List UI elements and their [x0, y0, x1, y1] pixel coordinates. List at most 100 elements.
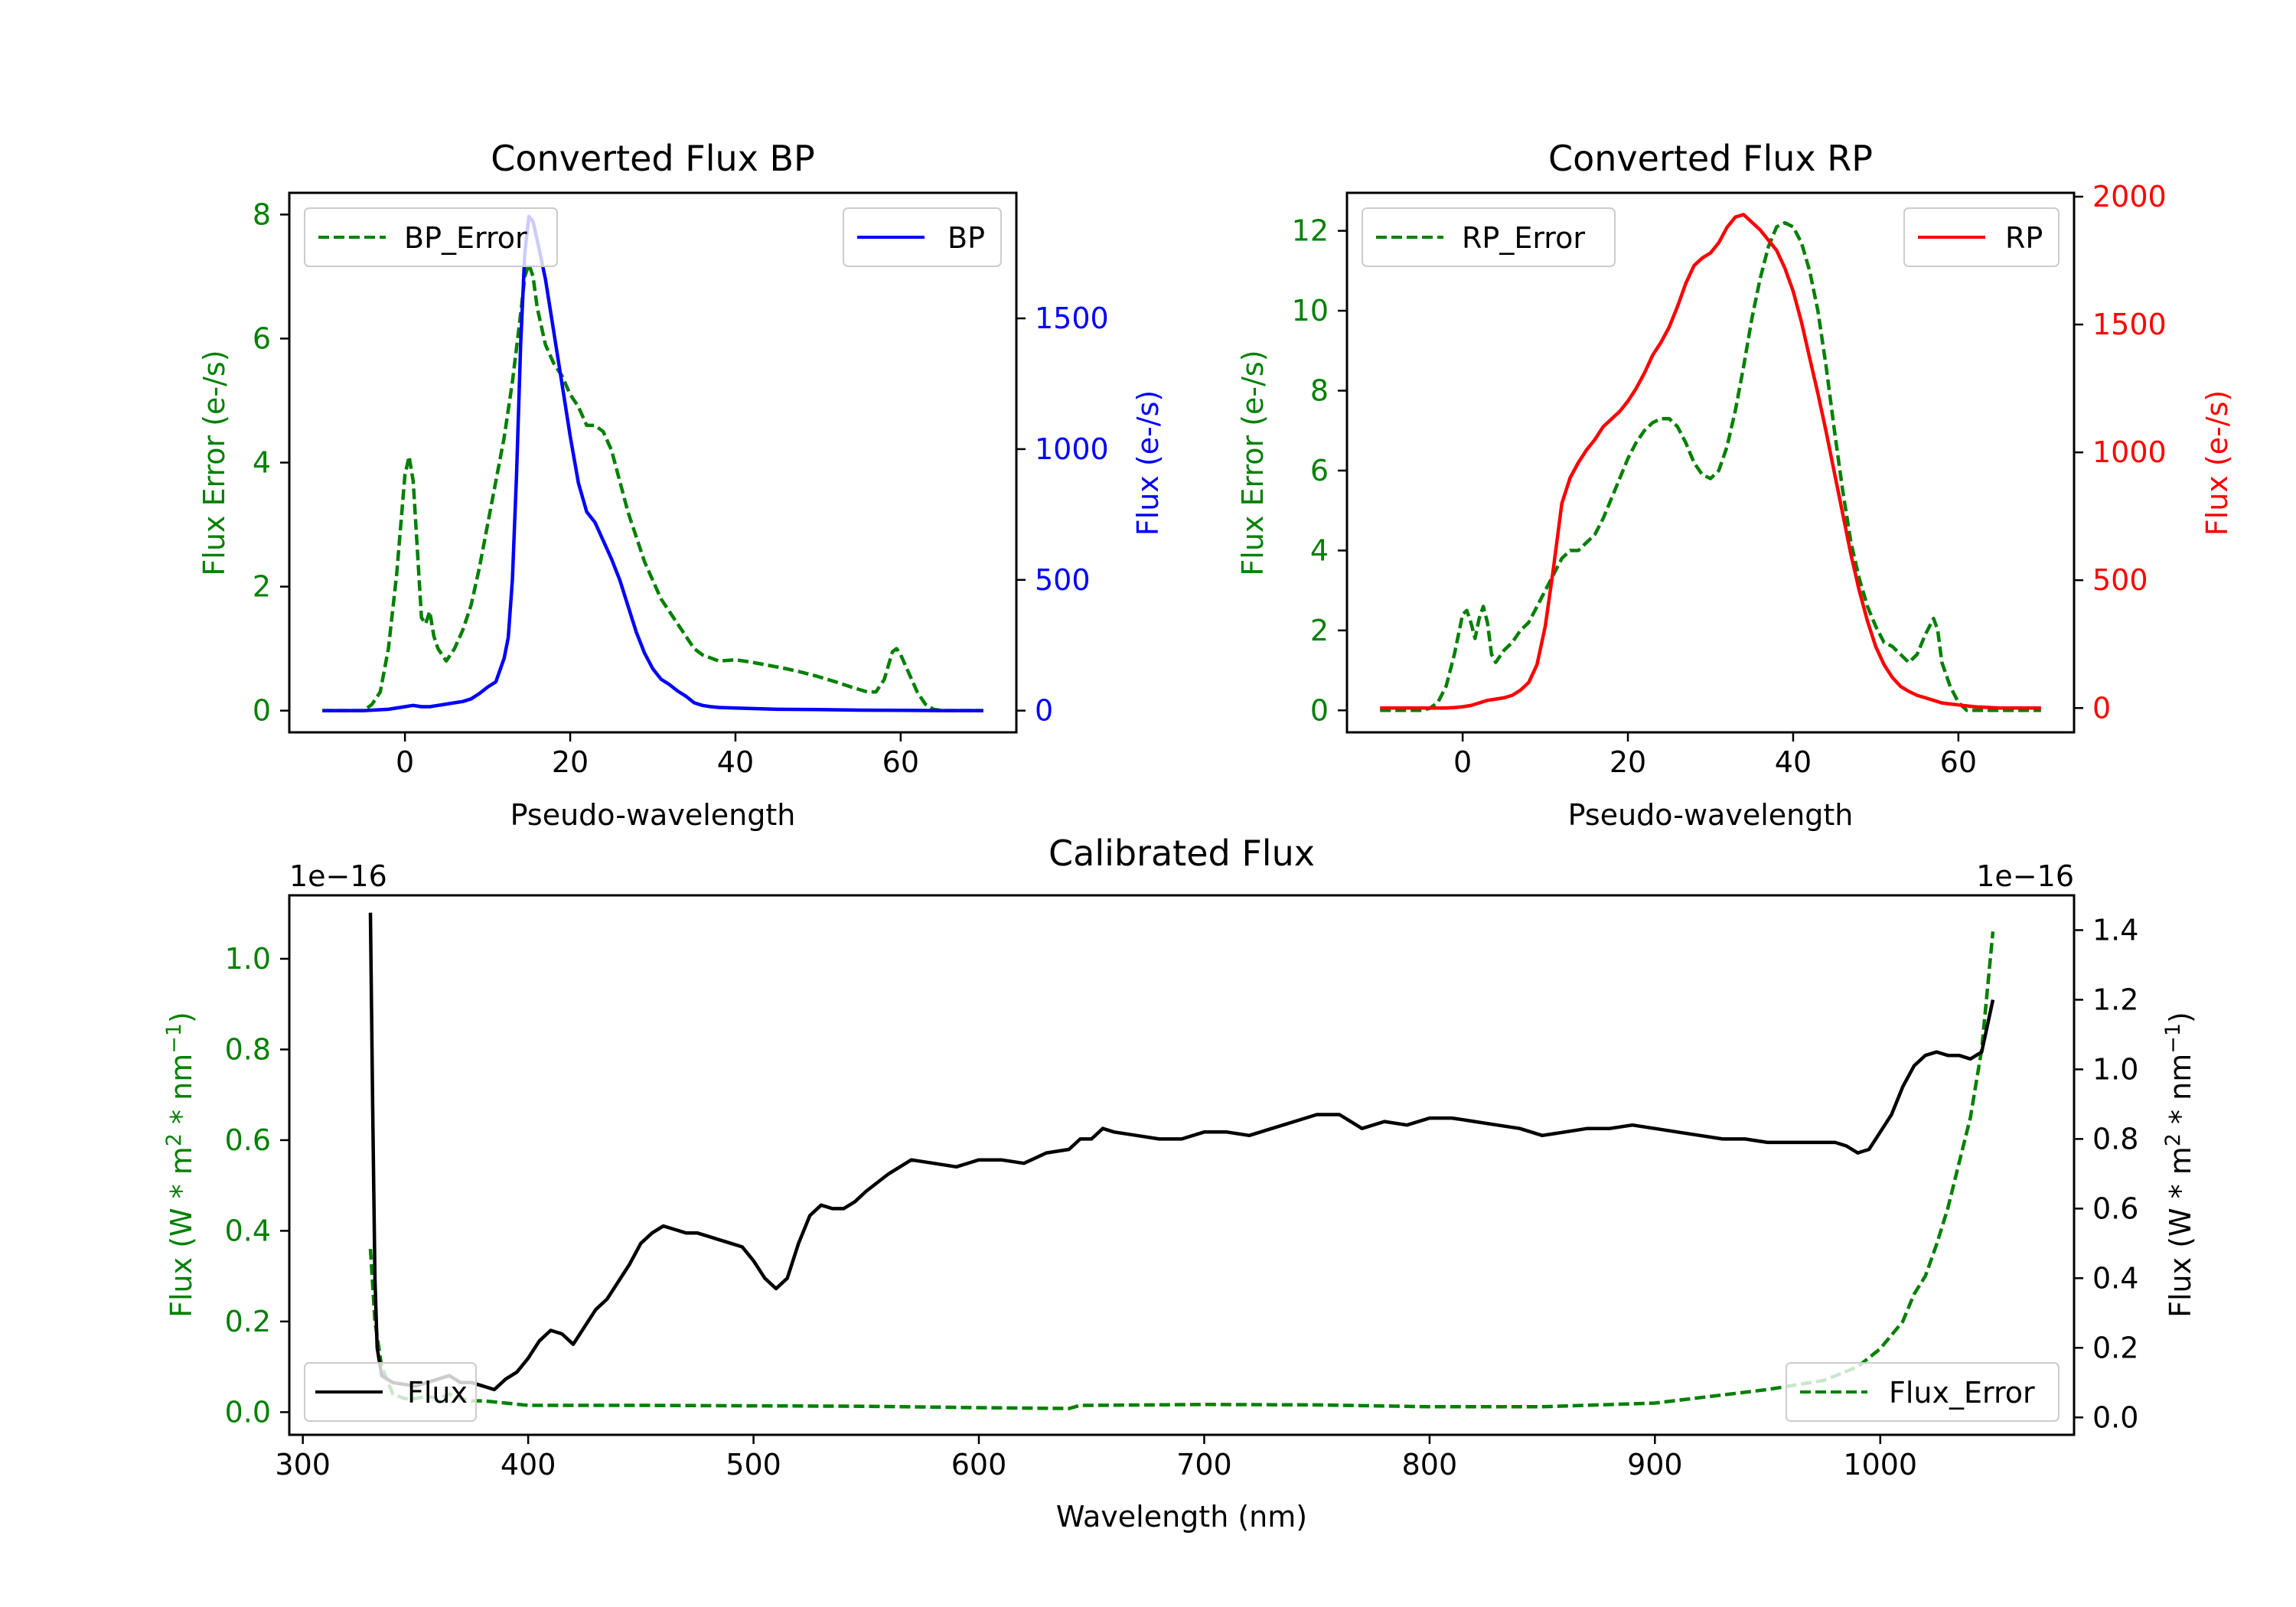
cal-y-right-label-end: )	[2164, 1012, 2197, 1023]
bp-y-right-ticks: 0 500 1000 1500	[1016, 302, 1109, 728]
panel-calibrated: Calibrated Flux 1e−16 1e−16 300 400 500 600…	[162, 833, 2197, 1534]
cal-x-tick-label: 800	[1402, 1448, 1458, 1482]
cal-y-right-label-main: Flux (W * m	[2164, 1146, 2197, 1318]
cal-legend-flux-box	[304, 1362, 477, 1422]
bp-y-left-tick-label: 6	[253, 321, 271, 355]
rp-y-right-tick-label: 500	[2092, 563, 2148, 597]
bp-y-left-ticks: 0 2 4 6 8	[253, 197, 289, 728]
cal-y-right-label-exp2: −1	[2161, 1023, 2185, 1054]
bp-legend-error-box	[304, 207, 558, 267]
bp-series-bp	[322, 214, 983, 712]
cal-y-left-tick-label: 1.0	[225, 942, 271, 976]
bp-y-right-tick-label: 1500	[1035, 302, 1109, 335]
rp-legend-flux: RP	[1903, 207, 2060, 267]
cal-y-left-tick-label: 0.6	[225, 1123, 271, 1157]
bp-y-right-tick-label: 1000	[1035, 432, 1109, 466]
bp-y-right-axis-label: Flux (e-/s)	[1131, 390, 1165, 536]
rp-plot-frame	[1345, 191, 2076, 734]
cal-legend-error-label: Flux_Error	[1889, 1376, 2035, 1410]
rp-legend-error: RP_Error	[1362, 207, 1616, 267]
rp-y-left-tick-label: 4	[1310, 533, 1329, 567]
cal-y-left-label-main: Flux (W * m	[165, 1146, 198, 1318]
bp-y-left-tick-label: 0	[253, 694, 271, 728]
bp-y-left-tick-label: 8	[253, 197, 271, 231]
cal-y-right-ticks: 0.0 0.2 0.4 0.6 0.8 1.0 1.2 1.4	[2074, 913, 2138, 1434]
cal-y-left-label-mid: * nm	[165, 1054, 198, 1133]
rp-x-tick-label: 0	[1453, 745, 1472, 779]
bp-x-ticks: 0 20 40 60	[396, 732, 919, 779]
cal-y-left-tick-label: 0.4	[225, 1214, 271, 1247]
panel-bp: Converted Flux BP 0 20 40 60 0 2 4 6 8 0 500 1000…	[197, 138, 1165, 832]
bp-y-left-tick-label: 2	[253, 570, 271, 604]
rp-y-left-ticks: 0 2 4 6 8 10 12	[1292, 214, 1347, 727]
cal-y-left-label-exp1: 2	[162, 1133, 186, 1146]
rp-legend-flux-label: RP	[2005, 221, 2043, 255]
cal-legend-flux: Flux	[304, 1362, 477, 1422]
cal-legend-flux-label: Flux	[407, 1376, 468, 1410]
cal-y-left-tick-label: 0.0	[225, 1395, 271, 1429]
cal-plot-frame	[288, 894, 2076, 1436]
rp-y-left-tick-label: 10	[1292, 294, 1329, 328]
cal-offset-left: 1e−16	[289, 859, 387, 893]
rp-y-right-ticks: 0 500 1000 1500 2000	[2074, 180, 2167, 725]
cal-title: Calibrated Flux	[1049, 833, 1315, 874]
rp-series-rp	[1380, 213, 2041, 710]
bp-y-right-tick-label: 500	[1035, 563, 1091, 597]
cal-y-right-tick-label: 0.2	[2092, 1331, 2138, 1364]
rp-y-right-tick-label: 0	[2092, 691, 2111, 725]
cal-legend-error-box	[1786, 1362, 2060, 1422]
cal-y-right-axis-label: Flux (W * m2 * nm−1)	[2161, 1012, 2197, 1318]
cal-x-axis-label: Wavelength (nm)	[1056, 1500, 1307, 1534]
rp-x-tick-label: 40	[1775, 745, 1812, 779]
rp-lines	[1380, 213, 2041, 712]
cal-x-tick-label: 400	[501, 1448, 556, 1482]
rp-y-left-tick-label: 6	[1310, 454, 1329, 487]
cal-x-tick-label: 600	[951, 1448, 1007, 1482]
rp-y-left-tick-label: 0	[1310, 693, 1329, 727]
bp-x-tick-label: 20	[552, 745, 589, 779]
bp-legend-flux: BP	[843, 207, 1002, 267]
cal-x-tick-label: 300	[275, 1448, 331, 1482]
cal-y-right-label-mid: * nm	[2164, 1054, 2197, 1133]
bp-legend-error: BP_Error	[304, 207, 558, 267]
cal-series-flux	[368, 912, 1995, 1392]
cal-y-right-tick-label: 1.4	[2092, 913, 2138, 947]
cal-y-right-label-exp1: 2	[2161, 1133, 2185, 1146]
panel-rp: Converted Flux RP 0 20 40 60 0 2 4 6 8 10 12 0 500…	[1236, 138, 2234, 832]
rp-series-rp-error	[1380, 220, 2041, 712]
rp-y-right-tick-label: 2000	[2092, 180, 2167, 214]
bp-x-axis-label: Pseudo-wavelength	[510, 798, 796, 832]
bp-title: Converted Flux BP	[491, 138, 815, 179]
cal-y-left-ticks: 0.0 0.2 0.4 0.6 0.8 1.0	[225, 942, 289, 1429]
bp-legend-flux-label: BP	[947, 221, 985, 255]
cal-y-left-tick-label: 0.8	[225, 1032, 271, 1066]
cal-x-tick-label: 700	[1176, 1448, 1232, 1482]
rp-title: Converted Flux RP	[1548, 138, 1873, 179]
rp-x-tick-label: 20	[1609, 745, 1646, 779]
cal-offset-right: 1e−16	[1976, 859, 2074, 893]
rp-y-left-tick-label: 12	[1292, 214, 1329, 248]
rp-y-left-tick-label: 8	[1310, 374, 1329, 408]
cal-y-right-tick-label: 1.0	[2092, 1052, 2138, 1086]
cal-y-right-tick-label: 1.2	[2092, 983, 2138, 1016]
cal-x-tick-label: 900	[1627, 1448, 1683, 1482]
cal-x-ticks: 300 400 500 600 700 800 900 1000	[275, 1435, 1917, 1482]
bp-x-tick-label: 60	[882, 745, 919, 779]
bp-x-tick-label: 0	[396, 745, 414, 779]
bp-y-right-tick-label: 0	[1035, 694, 1053, 728]
bp-y-left-axis-label: Flux Error (e-/s)	[197, 350, 231, 575]
rp-y-left-tick-label: 2	[1310, 614, 1329, 647]
cal-y-left-axis-label: Flux (W * m2 * nm−1)	[162, 1012, 198, 1318]
cal-y-right-tick-label: 0.8	[2092, 1122, 2138, 1156]
cal-y-left-label-exp2: −1	[162, 1023, 186, 1054]
rp-x-tick-label: 60	[1940, 745, 1977, 779]
cal-y-left-tick-label: 0.2	[225, 1305, 271, 1338]
rp-y-right-tick-label: 1000	[2092, 435, 2167, 469]
cal-y-right-tick-label: 0.0	[2092, 1400, 2138, 1434]
rp-y-left-axis-label: Flux Error (e-/s)	[1236, 350, 1270, 575]
rp-legend-error-box	[1362, 207, 1616, 267]
bp-series-bp-error	[322, 262, 983, 712]
rp-x-axis-label: Pseudo-wavelength	[1568, 798, 1854, 832]
